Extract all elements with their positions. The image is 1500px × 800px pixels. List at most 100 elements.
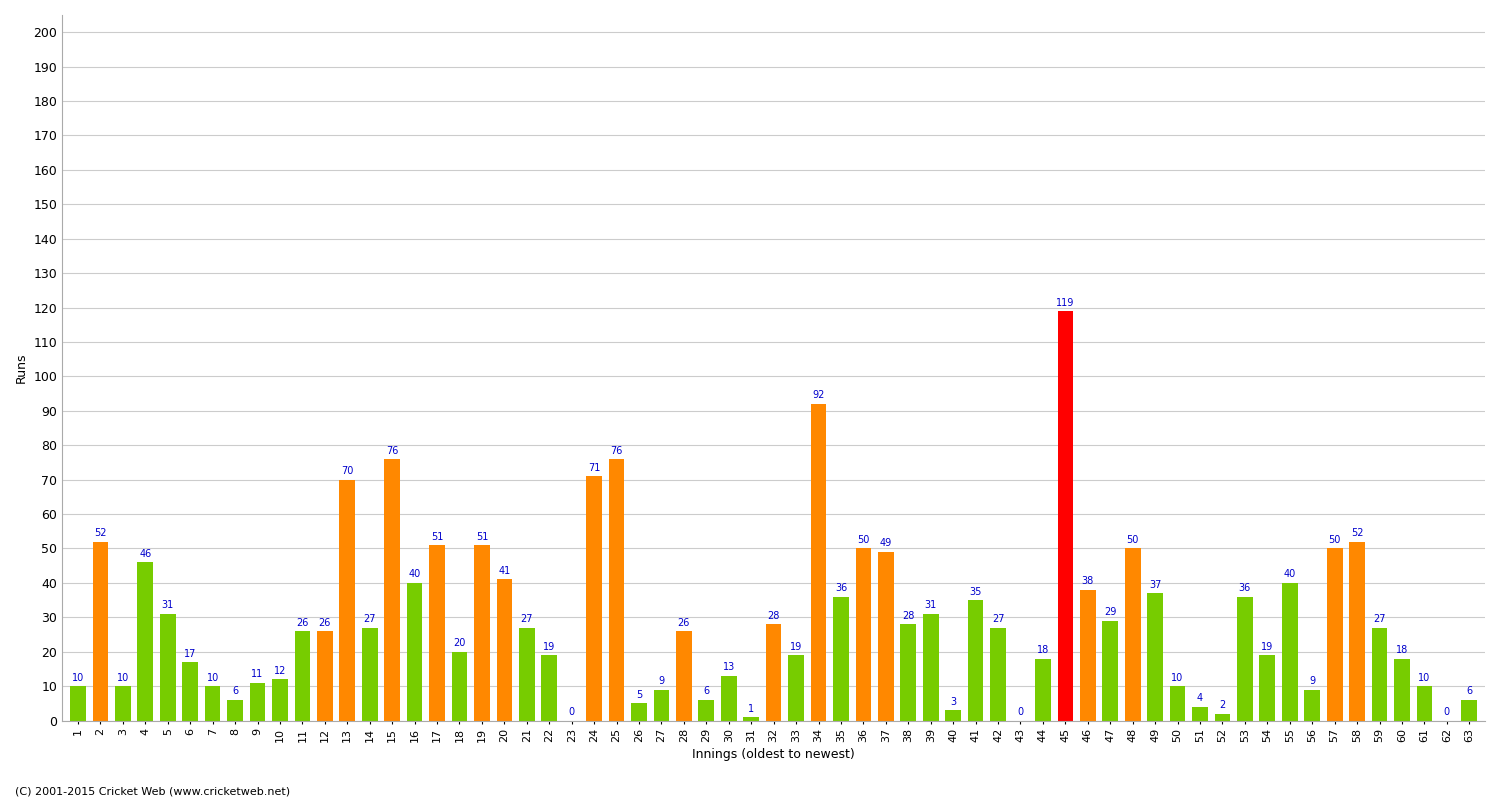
- Text: 17: 17: [184, 649, 196, 658]
- Text: 46: 46: [140, 549, 152, 558]
- Bar: [744, 717, 759, 721]
- Bar: [93, 542, 108, 721]
- Text: 41: 41: [498, 566, 510, 576]
- Text: 10: 10: [117, 673, 129, 682]
- Bar: [990, 628, 1006, 721]
- Bar: [810, 404, 826, 721]
- Text: 71: 71: [588, 462, 600, 473]
- Text: 19: 19: [543, 642, 555, 652]
- Text: (C) 2001-2015 Cricket Web (www.cricketweb.net): (C) 2001-2015 Cricket Web (www.cricketwe…: [15, 786, 290, 796]
- Text: 10: 10: [1172, 673, 1184, 682]
- Text: 6: 6: [1466, 686, 1473, 697]
- Text: 31: 31: [162, 601, 174, 610]
- Bar: [722, 676, 736, 721]
- Text: 2: 2: [1220, 700, 1226, 710]
- Bar: [766, 624, 782, 721]
- Text: 92: 92: [813, 390, 825, 401]
- Y-axis label: Runs: Runs: [15, 353, 28, 383]
- Bar: [1125, 549, 1140, 721]
- Bar: [1035, 658, 1052, 721]
- Bar: [1394, 658, 1410, 721]
- Bar: [878, 552, 894, 721]
- Bar: [676, 631, 692, 721]
- Bar: [542, 655, 556, 721]
- Text: 12: 12: [274, 666, 286, 676]
- Bar: [452, 652, 468, 721]
- Bar: [833, 597, 849, 721]
- Text: 0: 0: [1017, 707, 1023, 717]
- Bar: [968, 600, 984, 721]
- Text: 13: 13: [723, 662, 735, 672]
- Text: 5: 5: [636, 690, 642, 700]
- Bar: [1260, 655, 1275, 721]
- Text: 50: 50: [856, 535, 870, 545]
- Bar: [586, 476, 602, 721]
- Bar: [900, 624, 916, 721]
- Text: 31: 31: [924, 601, 938, 610]
- Text: 3: 3: [950, 697, 956, 706]
- Bar: [1148, 594, 1162, 721]
- Text: 0: 0: [568, 707, 574, 717]
- Bar: [474, 545, 490, 721]
- Text: 19: 19: [1262, 642, 1274, 652]
- Bar: [1170, 686, 1185, 721]
- Bar: [496, 579, 512, 721]
- Text: 50: 50: [1329, 535, 1341, 545]
- Text: 18: 18: [1036, 645, 1048, 655]
- Bar: [339, 480, 356, 721]
- Text: 6: 6: [704, 686, 710, 697]
- Text: 0: 0: [1444, 707, 1450, 717]
- Bar: [1238, 597, 1252, 721]
- Bar: [855, 549, 871, 721]
- Bar: [70, 686, 86, 721]
- Text: 52: 52: [1352, 528, 1364, 538]
- Bar: [788, 655, 804, 721]
- Bar: [206, 686, 220, 721]
- Text: 27: 27: [1374, 614, 1386, 624]
- Bar: [294, 631, 310, 721]
- Bar: [429, 545, 445, 721]
- Bar: [1282, 583, 1298, 721]
- Bar: [609, 459, 624, 721]
- Text: 35: 35: [969, 586, 982, 597]
- Text: 9: 9: [658, 676, 664, 686]
- Text: 36: 36: [836, 583, 848, 594]
- Text: 51: 51: [430, 531, 442, 542]
- Bar: [699, 700, 714, 721]
- Text: 36: 36: [1239, 583, 1251, 594]
- Text: 52: 52: [94, 528, 106, 538]
- Bar: [1215, 714, 1230, 721]
- Text: 49: 49: [879, 538, 892, 549]
- Bar: [1416, 686, 1432, 721]
- Text: 26: 26: [678, 618, 690, 628]
- Text: 27: 27: [992, 614, 1005, 624]
- Bar: [654, 690, 669, 721]
- Bar: [116, 686, 130, 721]
- Bar: [1371, 628, 1388, 721]
- Text: 50: 50: [1126, 535, 1138, 545]
- Text: 119: 119: [1056, 298, 1074, 307]
- Text: 76: 76: [386, 446, 399, 455]
- Bar: [272, 679, 288, 721]
- Text: 11: 11: [252, 670, 264, 679]
- Text: 28: 28: [768, 610, 780, 621]
- Text: 10: 10: [72, 673, 84, 682]
- Bar: [362, 628, 378, 721]
- Text: 26: 26: [296, 618, 309, 628]
- Bar: [1328, 549, 1342, 721]
- Bar: [1080, 590, 1095, 721]
- Text: 20: 20: [453, 638, 465, 648]
- Text: 29: 29: [1104, 607, 1116, 618]
- Text: 1: 1: [748, 704, 754, 714]
- Text: 40: 40: [408, 570, 420, 579]
- Text: 38: 38: [1082, 576, 1094, 586]
- Text: 76: 76: [610, 446, 622, 455]
- Bar: [160, 614, 176, 721]
- Text: 10: 10: [1419, 673, 1431, 682]
- Text: 9: 9: [1310, 676, 1316, 686]
- Text: 51: 51: [476, 531, 488, 542]
- Bar: [183, 662, 198, 721]
- Bar: [1461, 700, 1478, 721]
- Bar: [1102, 621, 1118, 721]
- Bar: [519, 628, 534, 721]
